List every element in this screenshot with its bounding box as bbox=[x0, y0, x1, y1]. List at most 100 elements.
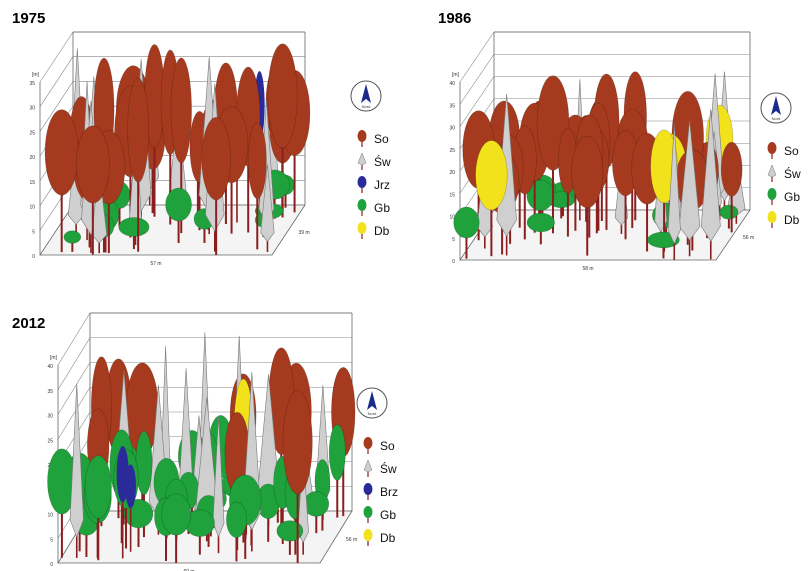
tree-so bbox=[247, 122, 267, 250]
tree-so bbox=[571, 136, 604, 256]
tree-crown bbox=[700, 109, 721, 242]
tree-trunk bbox=[256, 179, 259, 250]
tree-trunk bbox=[198, 164, 201, 231]
legend-swatch bbox=[357, 199, 367, 211]
tree-crown bbox=[69, 384, 84, 538]
legend-trunk bbox=[367, 518, 369, 523]
tree-so bbox=[170, 57, 192, 234]
x-dimension-label: 60 m bbox=[183, 569, 194, 571]
compass-icon: Nord bbox=[760, 92, 792, 124]
y-tick-label: 15 bbox=[449, 192, 455, 198]
tree-crown bbox=[571, 136, 604, 209]
legend-trunk bbox=[361, 142, 363, 147]
legend-item: Gb bbox=[357, 199, 390, 216]
tree-crown bbox=[75, 125, 110, 204]
tree-trunk bbox=[118, 201, 121, 227]
legend-trunk bbox=[771, 200, 773, 205]
tree-trunk bbox=[129, 154, 132, 238]
legend-label: So bbox=[380, 439, 395, 453]
tree-so bbox=[75, 125, 110, 255]
legend-item: So bbox=[767, 142, 799, 159]
tree-gb bbox=[84, 455, 112, 561]
tree-crown bbox=[91, 169, 108, 244]
legend-item: So bbox=[357, 130, 389, 147]
tree-crown bbox=[276, 520, 304, 542]
legend-trunk bbox=[771, 177, 773, 182]
tree-trunk bbox=[120, 480, 123, 544]
tree-trunk bbox=[104, 222, 107, 253]
tree-crown bbox=[282, 390, 313, 495]
tree-trunk bbox=[293, 134, 296, 213]
tree-crown bbox=[84, 455, 112, 519]
tree-trunk bbox=[551, 146, 554, 234]
tree-św bbox=[297, 452, 309, 555]
year-label: 2012 bbox=[12, 315, 46, 332]
legend-trunk bbox=[361, 165, 363, 170]
tree-trunk bbox=[230, 163, 233, 234]
tree-crown bbox=[226, 501, 247, 538]
legend-item: Gb bbox=[363, 506, 396, 523]
y-tick-label: 25 bbox=[29, 130, 35, 136]
tree-crown bbox=[267, 43, 298, 149]
stand-chart-1975: 0 5 10 15 20 25 30 35 [m] 57 m 39 m Nord So Św Jrz Gb Db bbox=[29, 31, 391, 267]
tree-crown bbox=[247, 122, 267, 200]
tree-trunk bbox=[97, 502, 100, 561]
y-tick-label: 0 bbox=[50, 562, 53, 568]
legend-swatch bbox=[357, 176, 367, 188]
tree-db bbox=[475, 140, 508, 257]
legend-item: Brz bbox=[363, 483, 398, 500]
y-tick-label: 35 bbox=[47, 389, 53, 395]
tree-so bbox=[720, 141, 743, 233]
tree-św bbox=[667, 123, 681, 260]
tree-crown bbox=[453, 206, 480, 239]
tree-trunk bbox=[595, 175, 598, 234]
legend-trunk bbox=[361, 234, 363, 239]
legend-trunk bbox=[367, 472, 369, 477]
legend-item: Jrz bbox=[357, 176, 390, 193]
tree-trunk bbox=[586, 189, 589, 256]
tree-trunk bbox=[281, 495, 284, 544]
legend-label: Św bbox=[374, 154, 391, 169]
legend-swatch bbox=[363, 529, 373, 541]
tree-trunk bbox=[165, 526, 168, 561]
tree-trunk bbox=[236, 168, 238, 223]
tree-crown bbox=[526, 212, 555, 233]
legend-item: Św bbox=[357, 152, 391, 170]
tree-trunk bbox=[296, 468, 299, 563]
y-dimension-label: 56 m bbox=[346, 537, 357, 543]
tree-crown bbox=[719, 204, 739, 220]
tree-św bbox=[69, 384, 84, 558]
tree-so bbox=[282, 390, 313, 563]
grid-line bbox=[459, 76, 495, 127]
legend-item: Db bbox=[357, 222, 390, 239]
legend-item: Db bbox=[767, 211, 800, 228]
tree-crown bbox=[475, 140, 508, 211]
y-tick-label: 25 bbox=[449, 148, 455, 154]
tree-crown bbox=[328, 424, 346, 481]
legend-swatch bbox=[767, 211, 777, 223]
tree-trunk bbox=[566, 176, 569, 237]
tree-trunk bbox=[281, 121, 284, 218]
tree-trunk bbox=[646, 186, 649, 252]
y-tick-label: 0 bbox=[452, 259, 455, 265]
tree-crown bbox=[116, 446, 129, 503]
legend-label: Db bbox=[380, 531, 396, 545]
tree-crown bbox=[303, 490, 330, 517]
legend-swatch bbox=[767, 142, 777, 154]
y-tick-label: 40 bbox=[449, 81, 455, 87]
tree-trunk bbox=[662, 243, 665, 259]
compass-needle bbox=[367, 391, 377, 410]
tree-św bbox=[91, 169, 108, 254]
y-dimension-label: 39 m bbox=[299, 230, 310, 236]
tree-gb bbox=[328, 424, 346, 518]
tree-gb bbox=[526, 212, 555, 245]
compass-label: Nord bbox=[772, 116, 781, 121]
legend-trunk bbox=[361, 188, 363, 193]
tree-trunk bbox=[465, 230, 468, 259]
y-tick-label: 40 bbox=[47, 364, 53, 370]
legend-label: Gb bbox=[784, 190, 800, 204]
y-tick-label: 35 bbox=[29, 81, 35, 87]
